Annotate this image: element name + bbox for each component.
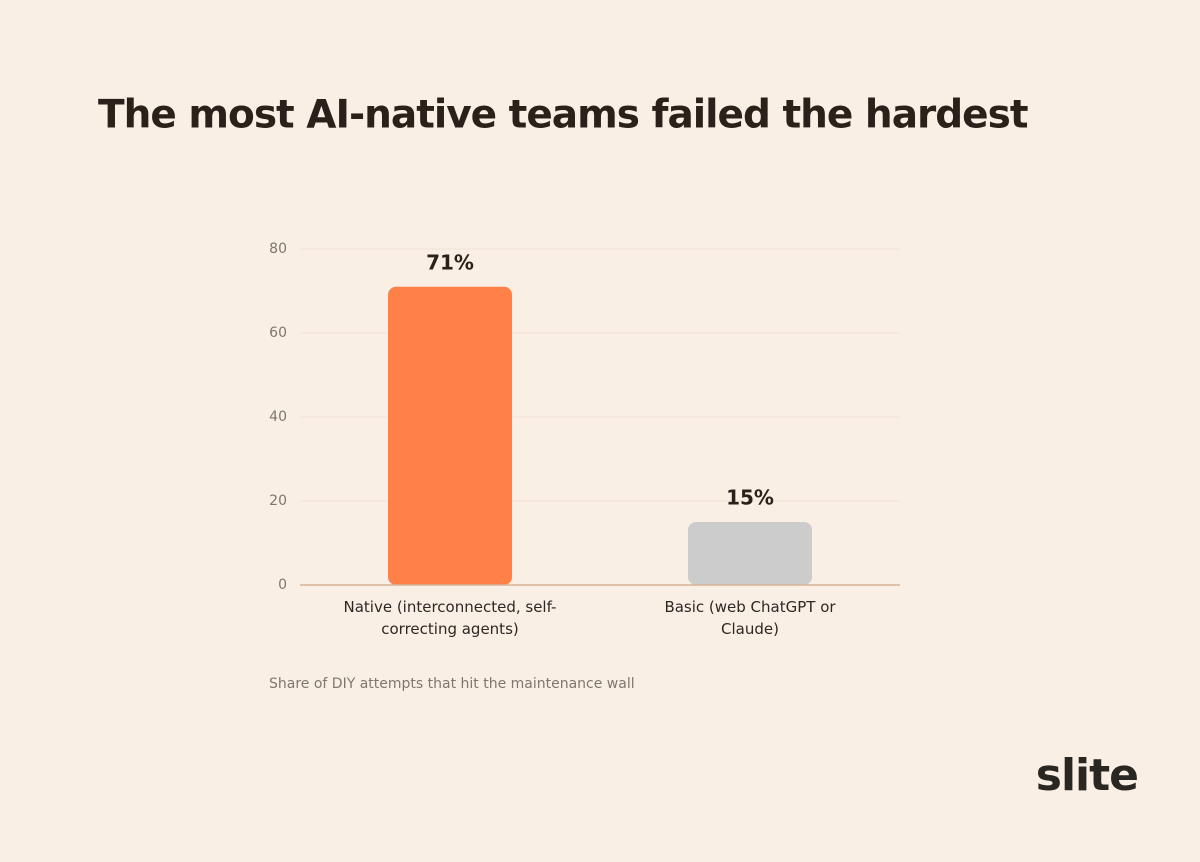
y-tick-label: 40: [269, 409, 287, 425]
chart-title: The most AI-native teams failed the hard…: [98, 93, 1028, 138]
value-label: 71%: [426, 250, 474, 274]
y-tick-label: 80: [269, 241, 287, 257]
logo: slite: [1036, 750, 1138, 801]
bar: [388, 286, 512, 585]
bar: [688, 522, 812, 585]
x-tick-label: Native (interconnected, self-correcting …: [343, 598, 557, 638]
value-label: 15%: [726, 486, 774, 510]
x-tick-label: Basic (web ChatGPT or Claude): [664, 598, 836, 638]
caption: Share of DIY attempts that hit the maint…: [269, 676, 635, 692]
y-tick-label: 20: [269, 493, 287, 509]
y-tick-label: 0: [278, 577, 287, 593]
y-tick-label: 60: [269, 325, 287, 341]
